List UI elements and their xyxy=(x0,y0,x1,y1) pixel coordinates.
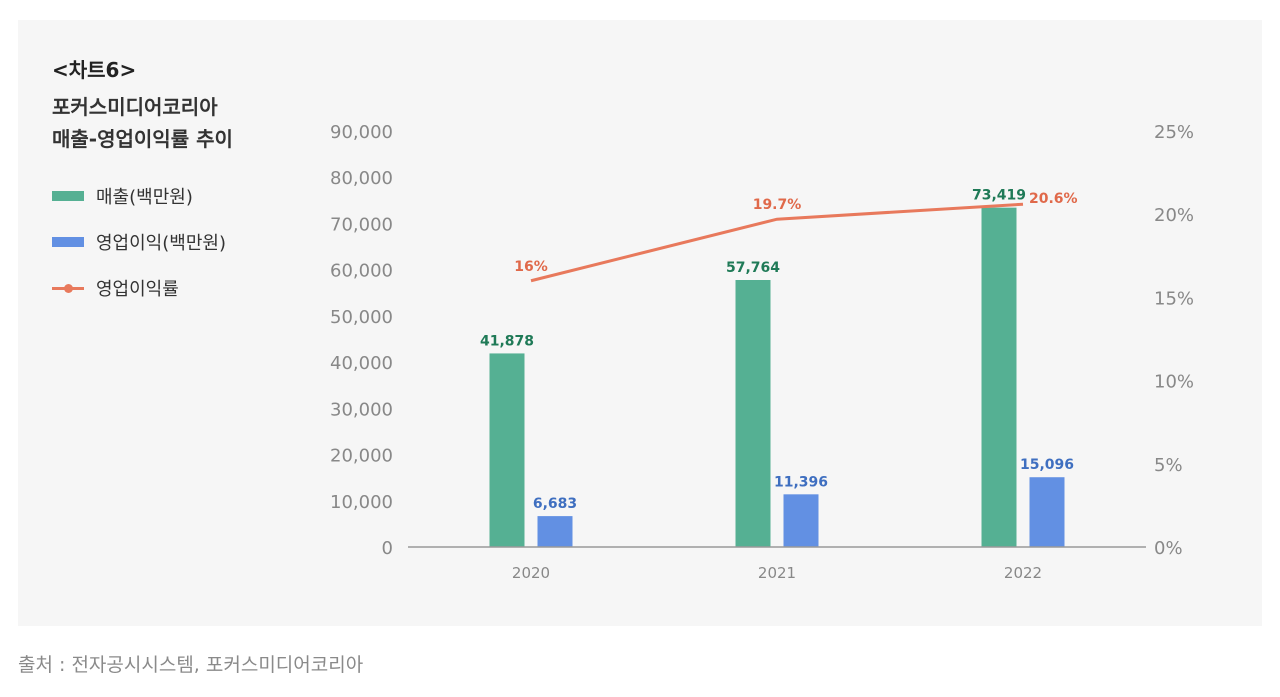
chart-title-line2: 매출-영업이익률 추이 xyxy=(52,127,233,151)
chart-title: 포커스미디어코리아 매출-영업이익률 추이 xyxy=(52,91,233,155)
y-left-tick-label: 40,000 xyxy=(330,353,393,374)
bar-operating-income xyxy=(1029,477,1065,547)
y-right-tick-label: 15% xyxy=(1154,288,1194,309)
y-right-tick-label: 5% xyxy=(1154,455,1183,476)
bar-label-revenue: 41,878 xyxy=(480,333,534,349)
legend-swatch-operating-income xyxy=(52,237,84,247)
bar-label-operating-income: 6,683 xyxy=(533,496,577,512)
y-left-tick-label: 50,000 xyxy=(330,307,393,328)
legend-dot-operating-margin xyxy=(64,283,73,293)
line-label-operating-margin: 19.7% xyxy=(753,197,802,213)
legend-item-revenue: 매출(백만원) xyxy=(52,181,226,211)
legend-swatch-revenue xyxy=(52,191,84,201)
legend-label-revenue: 매출(백만원) xyxy=(96,187,193,208)
x-tick-label: 2021 xyxy=(758,564,796,582)
x-tick-label: 2020 xyxy=(512,564,550,582)
chart-title-line1: 포커스미디어코리아 xyxy=(52,95,218,119)
y-left-tick-label: 60,000 xyxy=(330,261,393,282)
y-right-tick-label: 20% xyxy=(1154,205,1194,226)
y-left-tick-label: 70,000 xyxy=(330,214,393,235)
line-operating-margin xyxy=(530,202,1024,283)
y-left-tick-label: 90,000 xyxy=(330,122,393,143)
legend: 매출(백만원) 영업이익(백만원) 영업이익률 xyxy=(52,181,226,319)
bar-label-revenue: 57,764 xyxy=(726,260,780,276)
bar-label-operating-income: 11,396 xyxy=(774,474,828,490)
y-right-tick-label: 10% xyxy=(1154,372,1194,393)
legend-label-operating-margin: 영업이익률 xyxy=(96,279,179,300)
bar-revenue xyxy=(981,207,1017,548)
bar-revenue xyxy=(489,353,525,547)
y-left-tick-label: 20,000 xyxy=(330,446,393,467)
y-right-tick-label: 0% xyxy=(1154,538,1183,559)
legend-label-operating-income: 영업이익(백만원) xyxy=(96,233,226,254)
x-tick-label: 2022 xyxy=(1004,564,1042,582)
legend-line-operating-margin xyxy=(52,283,84,293)
bar-label-operating-income: 15,096 xyxy=(1020,457,1074,473)
bar-operating-income xyxy=(783,494,819,547)
line-label-operating-margin: 20.6% xyxy=(1029,191,1078,207)
line-label-operating-margin: 16% xyxy=(514,259,548,275)
source-note: 출처 : 전자공시시스템, 포커스미디어코리아 xyxy=(18,654,364,676)
y-right-tick-label: 25% xyxy=(1154,122,1194,143)
bar-revenue xyxy=(735,280,771,547)
y-left-tick-label: 10,000 xyxy=(330,492,393,513)
bar-operating-income xyxy=(537,516,573,547)
y-left-tick-label: 30,000 xyxy=(330,399,393,420)
legend-item-operating-margin: 영업이익률 xyxy=(52,273,226,303)
y-left-tick-label: 80,000 xyxy=(330,168,393,189)
bar-label-revenue: 73,419 xyxy=(972,188,1026,204)
y-left-tick-label: 0 xyxy=(382,538,393,559)
chart-number-label: <차트6> xyxy=(52,58,137,82)
legend-item-operating-income: 영업이익(백만원) xyxy=(52,227,226,257)
